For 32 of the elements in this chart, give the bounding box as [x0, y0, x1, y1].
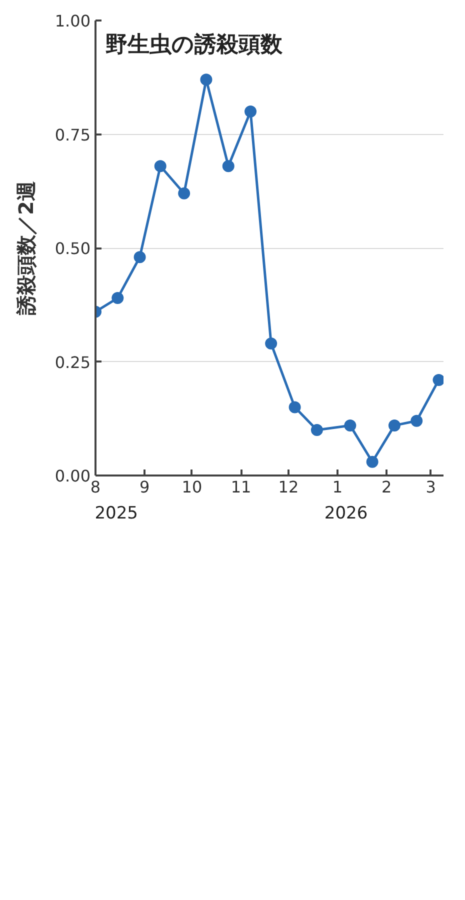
point	[265, 338, 278, 350]
point	[288, 401, 301, 414]
text: 2026	[324, 504, 368, 524]
point	[388, 419, 400, 432]
point	[154, 160, 166, 172]
point	[222, 160, 234, 172]
point	[178, 187, 190, 200]
x-tick-label: 1	[332, 478, 343, 496]
text: 2025	[94, 504, 138, 524]
point	[244, 106, 257, 118]
point	[410, 414, 423, 427]
y-tick-label: 0.75	[54, 125, 90, 144]
point	[112, 292, 124, 304]
y-tick-label: 0.50	[54, 239, 90, 258]
text: 野生虫の誘殺頭数	[106, 32, 284, 58]
point	[200, 74, 212, 86]
point	[134, 251, 146, 264]
point	[432, 374, 444, 386]
point	[366, 456, 378, 468]
y-tick-label: 0.25	[54, 352, 90, 372]
x-tick-label: 10	[182, 478, 202, 496]
x-tick-label: 8	[90, 478, 101, 496]
y-tick-label: 1.00	[54, 12, 90, 30]
y-tick-label: 0.00	[54, 466, 90, 486]
x-tick-label: 2	[381, 478, 392, 496]
x-tick-label: 3	[426, 478, 436, 496]
x-tick-label: 9	[139, 478, 150, 496]
x-tick-label: 11	[230, 478, 252, 496]
x-tick-label: 12	[278, 478, 299, 496]
point	[344, 419, 356, 432]
y-axis-title: 誘殺頭数／2週	[14, 181, 38, 316]
point	[310, 424, 323, 436]
